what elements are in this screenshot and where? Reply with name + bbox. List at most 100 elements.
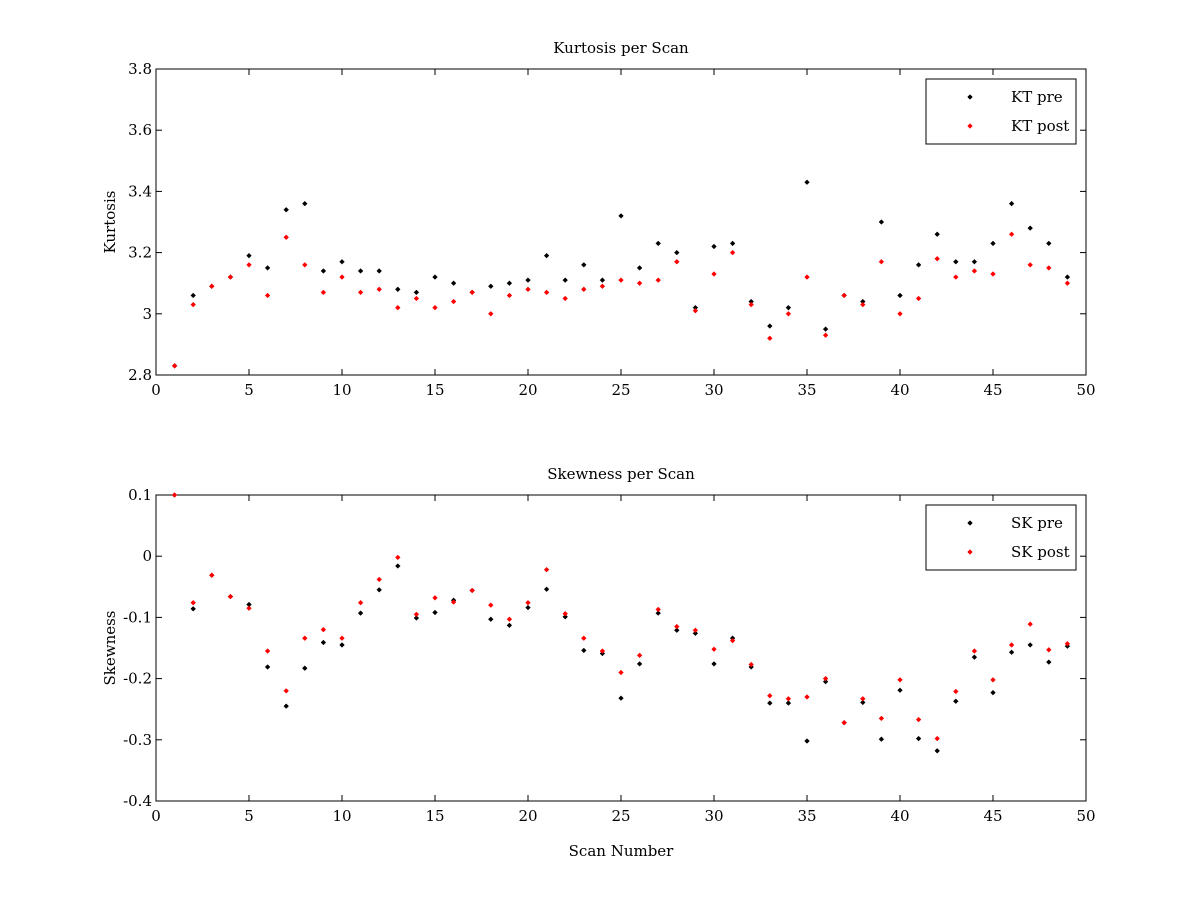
data-point bbox=[302, 200, 308, 207]
legend-box bbox=[925, 504, 1077, 571]
data-point bbox=[376, 286, 382, 293]
x-tick-label: 30 bbox=[704, 381, 723, 399]
data-point bbox=[1008, 649, 1015, 656]
data-point bbox=[822, 332, 829, 338]
legend: KT pre KT post bbox=[925, 78, 1077, 145]
data-point bbox=[357, 268, 364, 274]
data-point bbox=[376, 268, 382, 274]
data-point bbox=[283, 234, 289, 241]
data-point bbox=[934, 748, 940, 754]
data-point bbox=[339, 259, 345, 265]
data-point bbox=[729, 249, 736, 256]
y-tick-label: 3.6 bbox=[128, 121, 152, 139]
data-point bbox=[878, 715, 885, 722]
chart-panel-1: 0 5 10 15 20 25 30 35 40 45 50 2.8 3 3.2 3.4 3.6 3.8 Kurt… bbox=[101, 39, 1096, 399]
chart-panel-2: 0 5 10 15 20 25 30 35 40 45 50 -0.4 -0.3 -0.2 -0.1 0 0.1… bbox=[101, 465, 1096, 860]
data-point bbox=[283, 688, 289, 694]
data-point bbox=[1008, 200, 1015, 207]
legend-label: KT pre bbox=[1011, 88, 1063, 106]
data-point bbox=[264, 265, 271, 271]
data-point bbox=[1027, 621, 1033, 627]
data-point bbox=[469, 587, 475, 594]
data-point bbox=[934, 255, 940, 262]
legend-label: KT post bbox=[1011, 117, 1069, 135]
data-point bbox=[264, 664, 271, 670]
x-tick-label: 30 bbox=[704, 807, 723, 825]
y-tick-label: -0.4 bbox=[123, 792, 152, 810]
y-tick-label: -0.1 bbox=[123, 608, 152, 626]
data-point bbox=[934, 231, 940, 237]
data-point bbox=[785, 700, 792, 706]
y-tick-label: 0 bbox=[142, 547, 152, 565]
data-point bbox=[227, 274, 234, 280]
data-point bbox=[1064, 640, 1071, 647]
data-point bbox=[525, 286, 531, 293]
data-point bbox=[488, 616, 494, 622]
data-point bbox=[581, 647, 587, 654]
data-point bbox=[339, 274, 345, 280]
data-point bbox=[1027, 642, 1033, 648]
y-tick-label: 3.8 bbox=[128, 60, 152, 78]
data-point bbox=[785, 311, 792, 317]
data-point bbox=[674, 627, 680, 634]
data-point bbox=[1027, 225, 1033, 231]
legend-label: SK post bbox=[1011, 543, 1070, 561]
data-point bbox=[450, 599, 457, 605]
data-point bbox=[618, 277, 624, 283]
data-point bbox=[767, 692, 773, 699]
data-point bbox=[432, 609, 438, 616]
x-tick-label: 15 bbox=[425, 807, 444, 825]
x-tick-label: 20 bbox=[518, 381, 537, 399]
data-point bbox=[488, 311, 494, 317]
data-point bbox=[339, 635, 345, 641]
chart-title: Kurtosis per Scan bbox=[553, 39, 689, 57]
data-point bbox=[636, 652, 643, 659]
data-point bbox=[860, 301, 866, 308]
x-axis-label: Scan Number bbox=[569, 842, 675, 860]
data-point bbox=[1008, 231, 1015, 237]
data-point bbox=[581, 286, 587, 293]
x-tick-label: 45 bbox=[983, 381, 1002, 399]
data-point bbox=[953, 688, 959, 695]
data-point bbox=[674, 249, 680, 256]
data-point bbox=[860, 699, 866, 706]
data-point bbox=[804, 274, 810, 280]
data-point bbox=[878, 259, 885, 265]
data-point bbox=[506, 622, 513, 629]
data-point bbox=[618, 669, 624, 676]
data-point bbox=[395, 286, 401, 293]
data-point bbox=[822, 675, 829, 682]
data-point bbox=[506, 280, 513, 286]
data-point bbox=[264, 292, 271, 299]
data-point bbox=[729, 637, 736, 644]
data-point bbox=[190, 606, 196, 612]
data-point bbox=[599, 277, 606, 283]
x-tick-label: 25 bbox=[611, 807, 630, 825]
data-point bbox=[785, 304, 792, 311]
data-point bbox=[599, 283, 606, 290]
data-point bbox=[655, 610, 661, 616]
y-tick-label: -0.2 bbox=[123, 670, 152, 688]
data-point bbox=[1064, 280, 1071, 286]
legend-label: SK pre bbox=[1011, 514, 1063, 532]
data-point bbox=[1046, 647, 1052, 653]
data-point bbox=[599, 648, 606, 654]
x-tick-label: 10 bbox=[332, 381, 351, 399]
data-point bbox=[171, 492, 178, 498]
data-point bbox=[320, 639, 327, 646]
data-point bbox=[525, 604, 531, 611]
series-sk-post bbox=[171, 492, 1071, 742]
data-point bbox=[822, 326, 829, 332]
x-tick-label: 25 bbox=[611, 381, 630, 399]
data-point bbox=[209, 572, 215, 578]
data-point bbox=[822, 678, 829, 685]
data-point bbox=[692, 627, 699, 634]
data-point bbox=[990, 677, 996, 683]
data-point bbox=[525, 277, 531, 283]
data-point bbox=[302, 262, 308, 268]
data-point bbox=[190, 301, 196, 308]
legend-marker bbox=[967, 94, 973, 100]
y-axis-label: Kurtosis bbox=[101, 191, 119, 254]
